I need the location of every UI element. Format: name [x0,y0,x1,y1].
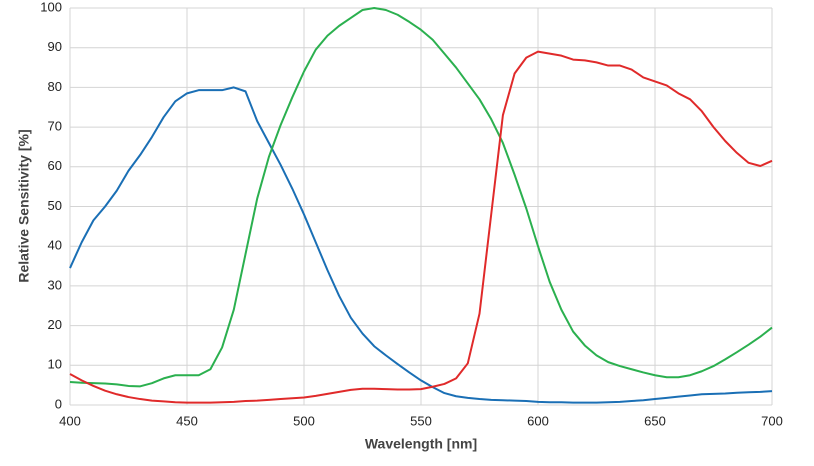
y-tick-label: 90 [48,39,62,54]
series-line [69,50,773,404]
x-tick-label: 650 [644,413,666,428]
y-tick-label: 70 [48,119,62,134]
x-tick-label: 700 [761,413,783,428]
y-tick-label: 50 [48,198,62,213]
y-tick-label: 10 [48,357,62,372]
x-tick-label: 400 [59,413,81,428]
y-tick-label: 20 [48,317,62,332]
y-tick-label: 100 [40,0,62,14]
series-line [69,7,773,388]
x-axis-title: Wavelength [nm] [365,436,477,452]
y-tick-label: 0 [55,396,62,411]
y-tick-label: 80 [48,79,62,94]
series-line [69,86,773,404]
y-tick-label: 30 [48,277,62,292]
x-tick-label: 500 [293,413,315,428]
x-tick-label: 550 [410,413,432,428]
y-axis-title: Relative Sensitivity [%] [16,129,32,282]
x-tick-label: 600 [527,413,549,428]
y-tick-label: 40 [48,238,62,253]
y-tick-label: 60 [48,158,62,173]
x-tick-label: 450 [176,413,198,428]
